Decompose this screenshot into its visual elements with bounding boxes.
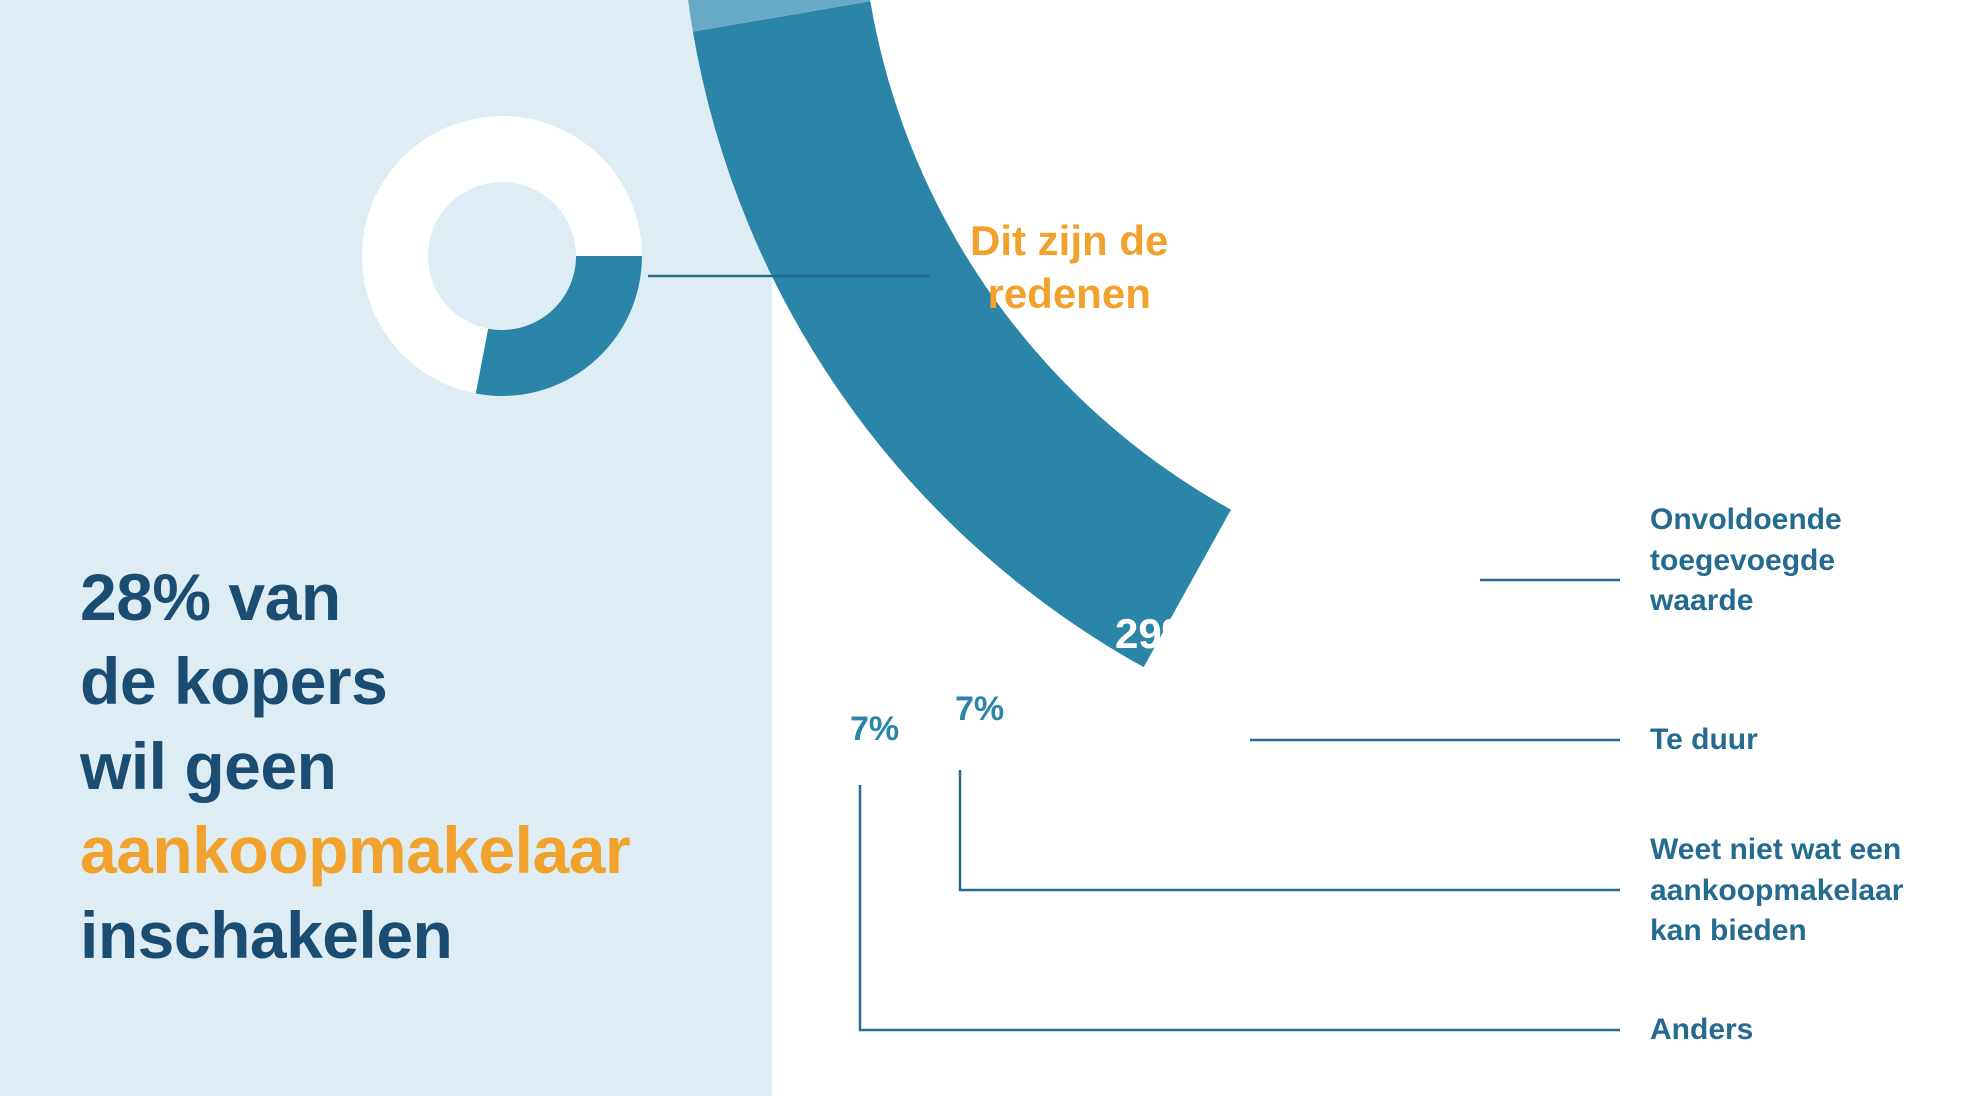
big-donut-slice-s1 (693, 1, 1231, 667)
headline-line-0: 28% van (80, 555, 630, 639)
headline-line-4: inschakelen (80, 893, 630, 977)
subtitle-line1: Dit zijn de (970, 217, 1168, 264)
subtitle-line2: redenen (987, 270, 1150, 317)
pct-label-s4: 7% (850, 710, 899, 749)
infographic-stage: 28% vande koperswil geenaankoopmakelaari… (0, 0, 1968, 1096)
legend-leader-l3 (960, 770, 1620, 890)
headline-text: 28% vande koperswil geenaankoopmakelaari… (80, 555, 630, 977)
pct-label-s3: 7% (955, 690, 1004, 729)
headline-line-2: wil geen (80, 724, 630, 808)
small-donut-filled (476, 256, 642, 396)
headline-line-1: de kopers (80, 639, 630, 723)
subtitle-text: Dit zijn de redenen (970, 215, 1168, 320)
pct-label-s2: 29% (1115, 610, 1199, 658)
small-donut-bg (362, 116, 642, 256)
legend-item-l3: Weet niet wat eenaankoopmakelaarkan bied… (1650, 830, 1903, 952)
legend-item-l4: Anders (1650, 1010, 1753, 1051)
legend-item-l1: Onvoldoendetoegevoegdewaarde (1650, 500, 1842, 622)
legend-leader-l4 (860, 785, 1620, 1030)
pct-label-s1: 57% (1350, 395, 1434, 443)
headline-line-3: aankoopmakelaar (80, 808, 630, 892)
legend-item-l2: Te duur (1650, 720, 1758, 761)
